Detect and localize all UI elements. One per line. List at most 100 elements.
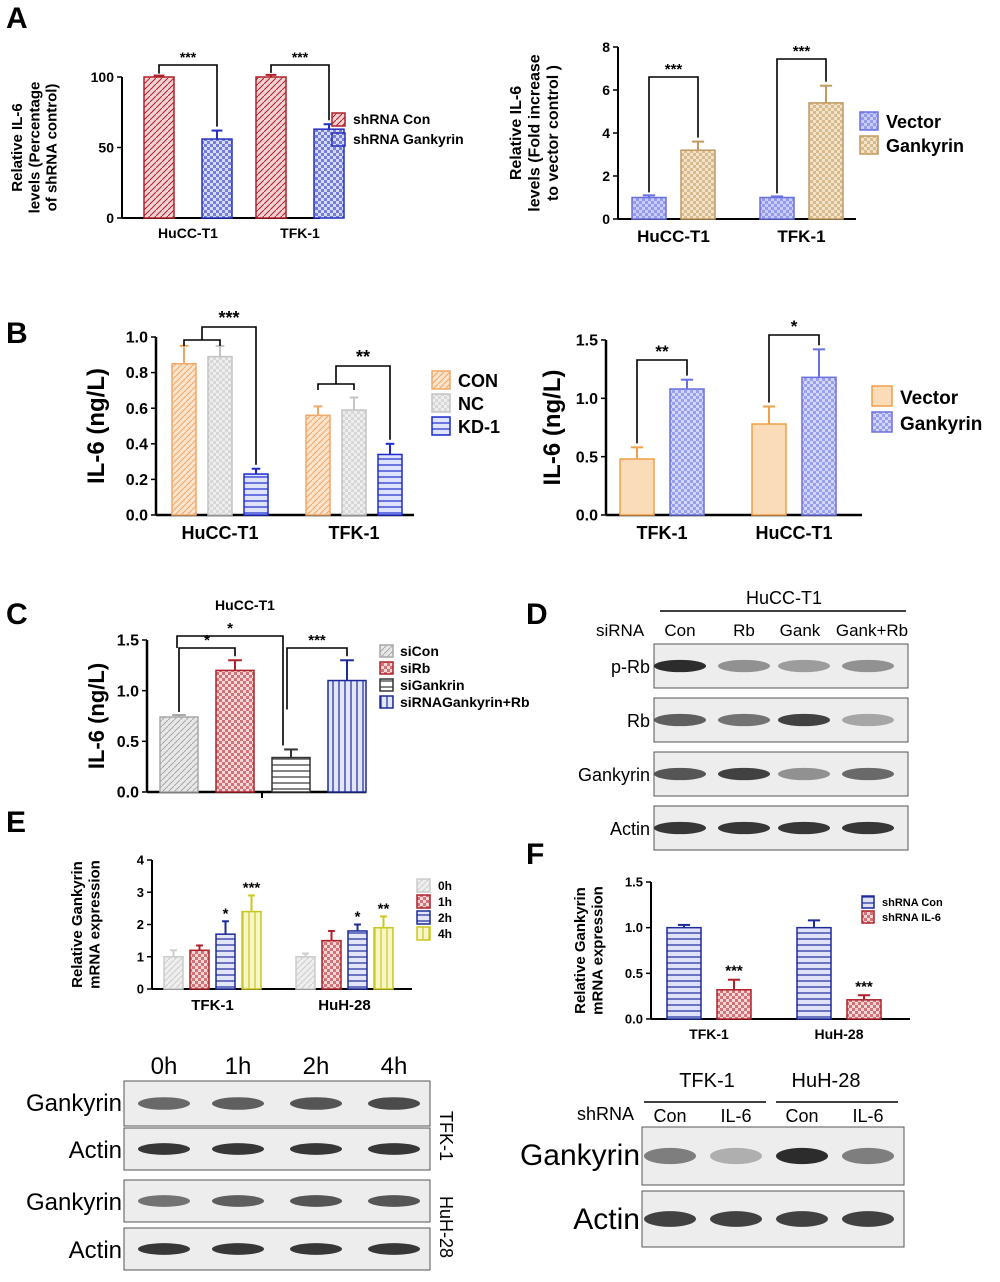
significance-label: ** bbox=[655, 342, 669, 361]
x-category-label: TFK-1 bbox=[637, 523, 688, 543]
bar bbox=[796, 926, 832, 1020]
blot-band bbox=[212, 1195, 264, 1207]
y-axis-label: IL-6 (ng/L) bbox=[83, 368, 110, 484]
legend-swatch bbox=[861, 910, 875, 924]
panel-letter: D bbox=[526, 598, 548, 631]
lane-label: 1h bbox=[225, 1053, 252, 1080]
y-axis-label: of shRNA control) bbox=[44, 84, 61, 212]
blot-band bbox=[842, 713, 894, 727]
blot-side-label: TFK-1 bbox=[436, 1111, 456, 1161]
lane-label: Rb bbox=[733, 621, 755, 640]
legend-swatch bbox=[331, 112, 346, 127]
legend-label: Gankyrin bbox=[900, 414, 982, 435]
y-axis-label: levels (Percentage bbox=[26, 82, 43, 214]
y-tick-label: 0.8 bbox=[126, 365, 148, 382]
blot-band bbox=[776, 1211, 828, 1227]
blot-band bbox=[212, 1243, 264, 1255]
y-tick-label: 0.6 bbox=[126, 401, 148, 418]
y-tick-label: 1.5 bbox=[117, 633, 139, 650]
significance-label: *** bbox=[292, 49, 309, 65]
panel-letter: B bbox=[6, 317, 28, 350]
y-tick-label: 0 bbox=[106, 210, 114, 226]
lane-label: IL-6 bbox=[852, 1106, 883, 1126]
x-category-label: HuCC-T1 bbox=[756, 523, 833, 543]
significance-bracket bbox=[201, 326, 257, 465]
chart-title: HuCC-T1 bbox=[215, 597, 275, 613]
bar bbox=[680, 149, 716, 220]
legend-label: shRNA Con bbox=[882, 897, 943, 909]
legend-label: siRNAGankyrin+Rb bbox=[400, 694, 530, 710]
bar bbox=[215, 933, 236, 990]
bar bbox=[171, 362, 197, 516]
legend-swatch bbox=[871, 411, 893, 433]
blot-band bbox=[138, 1195, 190, 1207]
y-tick-label: 3 bbox=[137, 885, 144, 900]
blot-band bbox=[368, 1195, 420, 1207]
blot-band bbox=[644, 1147, 696, 1165]
blot-band bbox=[368, 1097, 420, 1110]
legend-swatch bbox=[416, 894, 431, 909]
blot-band bbox=[290, 1243, 342, 1255]
y-tick-label: 0 bbox=[602, 211, 610, 227]
lane-label: 0h bbox=[151, 1053, 178, 1080]
chart-F: 0.0 0.5 1.0 1.5 TFK-1 HuH-28 Relative Gankyrin… bbox=[572, 875, 943, 1042]
blot-D: HuCC-T1 siRNA Con Rb Gank Gank+Rb p-Rb Rb Gankyr… bbox=[578, 588, 909, 851]
row-label: siRNA bbox=[596, 621, 645, 640]
blot-band bbox=[842, 1147, 894, 1165]
blot-band bbox=[138, 1097, 190, 1110]
lane-label: Con bbox=[653, 1106, 686, 1126]
legend-swatch bbox=[416, 926, 431, 941]
y-tick-label: 1.0 bbox=[576, 391, 598, 408]
legend-swatch bbox=[861, 895, 875, 909]
chart-B2: 0.0 0.5 1.0 1.5 TFK-1 HuCC-T1 IL-6 (ng/L) Vecto… bbox=[539, 317, 982, 543]
y-tick-label: 2 bbox=[137, 917, 144, 932]
legend-swatch bbox=[859, 111, 879, 131]
x-category-label: HuCC-T1 bbox=[182, 523, 259, 543]
bar bbox=[163, 956, 184, 990]
x-category-label: TFK-1 bbox=[689, 1026, 729, 1042]
lane-label: Con bbox=[664, 621, 695, 640]
legend-swatch bbox=[416, 910, 431, 925]
blot-row-label: Rb bbox=[627, 711, 650, 731]
y-tick-label: 50 bbox=[98, 139, 114, 155]
significance-label: *** bbox=[665, 61, 683, 78]
blot-band bbox=[710, 1147, 762, 1165]
blot-row-label: Actin bbox=[69, 1237, 122, 1264]
legend-label: 4h bbox=[438, 927, 452, 941]
bar bbox=[201, 138, 233, 219]
bar bbox=[305, 414, 331, 516]
legend-swatch bbox=[431, 393, 451, 413]
blot-row-label: p-Rb bbox=[611, 657, 650, 677]
legend-swatch bbox=[379, 661, 394, 675]
y-tick-label: 2 bbox=[602, 168, 610, 184]
panel-letter: C bbox=[6, 598, 28, 631]
legend-swatch bbox=[331, 132, 346, 147]
legend-label: 2h bbox=[438, 911, 452, 925]
bar bbox=[321, 939, 342, 990]
y-tick-label: 0.5 bbox=[576, 449, 598, 466]
blot-band bbox=[368, 1143, 420, 1155]
blot-band bbox=[290, 1195, 342, 1207]
significance-bracket bbox=[317, 383, 355, 390]
bar bbox=[241, 910, 262, 990]
legend-label: Vector bbox=[900, 388, 959, 409]
blot-row-label: Gankyrin bbox=[26, 1189, 122, 1216]
blot-row-label: Gankyrin bbox=[578, 765, 650, 785]
bar bbox=[801, 376, 837, 516]
y-tick-label: 1.0 bbox=[126, 330, 148, 347]
y-tick-label: 4 bbox=[602, 125, 610, 141]
legend-label: shRNA IL-6 bbox=[882, 912, 941, 924]
significance-label: * bbox=[227, 620, 233, 637]
blot-band bbox=[842, 767, 894, 781]
x-category-label: TFK-1 bbox=[777, 227, 825, 246]
y-axis-label: IL-6 (ng/L) bbox=[539, 370, 566, 486]
blot-band bbox=[654, 767, 706, 781]
y-tick-label: 8 bbox=[602, 39, 610, 55]
blot-row-label: Actin bbox=[610, 819, 650, 839]
blot-band bbox=[290, 1097, 342, 1110]
blot-side-label: HuH-28 bbox=[436, 1196, 456, 1258]
x-category-label: HuH-28 bbox=[318, 997, 371, 1014]
y-tick-label: 4 bbox=[137, 853, 145, 868]
